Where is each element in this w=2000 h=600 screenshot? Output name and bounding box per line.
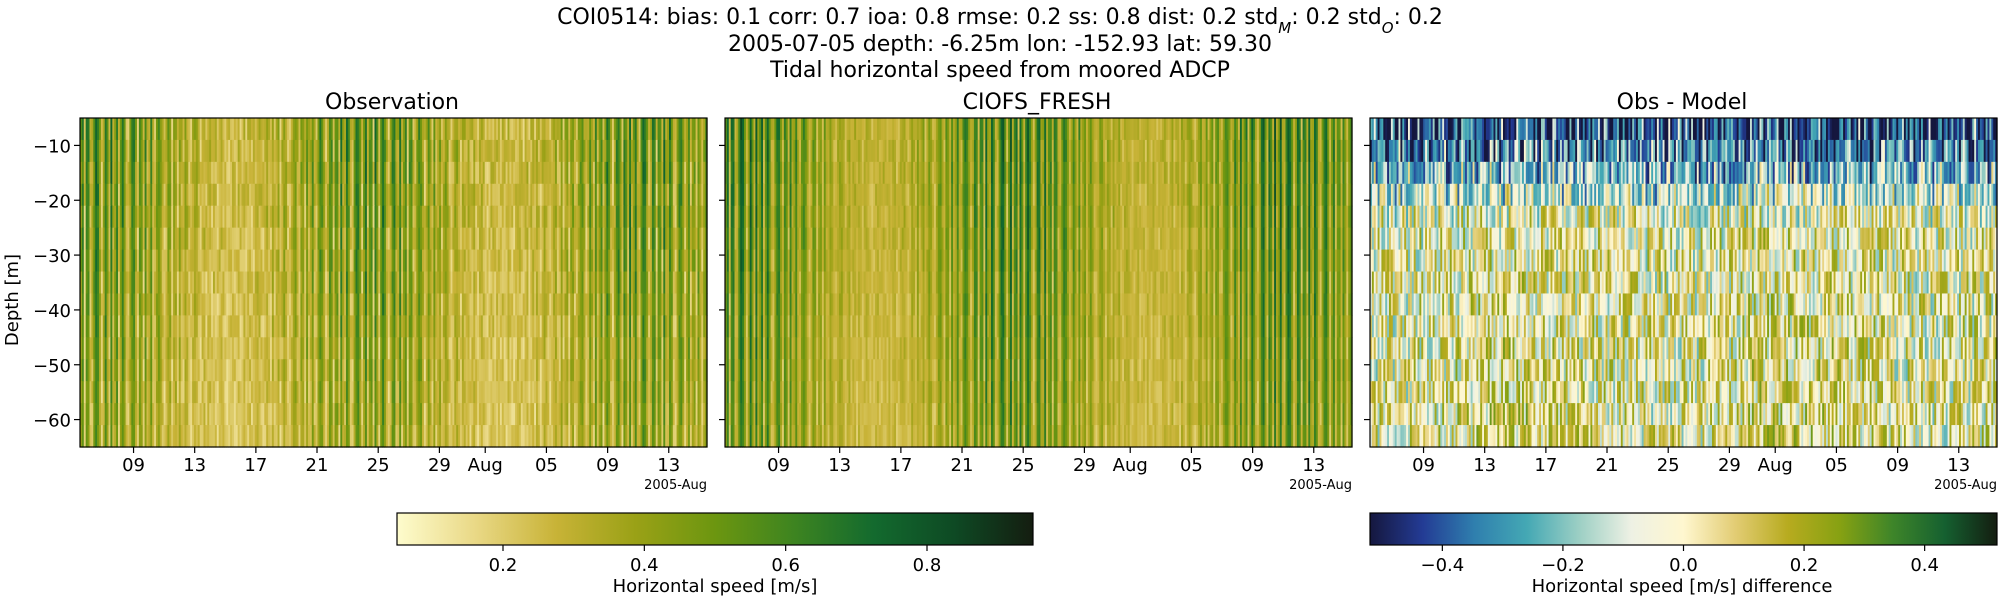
- axes-observation: −10 −20 −30 −40 −50 −60 09 13 17 21 25 29 Aug 05 09 13 2…: [33, 117, 708, 493]
- x-tick-label: 13: [1947, 455, 1970, 476]
- x-tick-label: 17: [889, 455, 912, 476]
- x-tick-label: 05: [535, 455, 558, 476]
- stat-rmse: rmse: [950, 5, 1012, 30]
- stat-ss: ss: [1061, 5, 1091, 30]
- stat-dist: dist: [1141, 5, 1189, 30]
- x-tick-label: 09: [122, 455, 145, 476]
- x-tick-label: Aug: [1758, 455, 1793, 476]
- y-tick-label: −40: [33, 301, 71, 322]
- figure-title-location: 2005-07-05 depth: -6.25m lon: -152.93 la…: [728, 32, 1272, 57]
- x-tick-label: 25: [1012, 455, 1035, 476]
- colorbar-tick-label: 0.2: [1790, 555, 1819, 576]
- colorbar-tick-label: 0.8: [913, 555, 942, 576]
- colorbar-tick-label: −0.2: [1541, 555, 1585, 576]
- colorbar-tick-label: 0.6: [771, 555, 800, 576]
- x-offset-label: 2005-Aug: [1289, 478, 1352, 493]
- colorbar-difference-label: Horizontal speed [m/s] difference: [1532, 576, 1833, 597]
- x-tick-label: 09: [767, 455, 790, 476]
- stat-corr: corr: [761, 5, 812, 30]
- x-tick-label: 17: [244, 455, 267, 476]
- figure-title-description: Tidal horizontal speed from moored ADCP: [769, 58, 1230, 83]
- x-offset-label: 2005-Aug: [1934, 478, 1997, 493]
- colorbar-tick-label: 0.0: [1669, 555, 1698, 576]
- colorbar-gradient: [1369, 512, 1998, 546]
- stat-std-m: std: [1237, 5, 1278, 30]
- axes-frame: [79, 117, 708, 448]
- stat-bias: bias: [667, 5, 712, 30]
- x-tick-label: 13: [828, 455, 851, 476]
- y-tick-label: −20: [33, 191, 71, 212]
- x-tick-label: 25: [367, 455, 390, 476]
- x-tick-label: 05: [1180, 455, 1203, 476]
- x-tick-label: Aug: [1113, 455, 1148, 476]
- panel-model: CIOFS_FRESH 09 13 17 21 25 29 Aug 05 09 13 2005-Au…: [719, 90, 1353, 493]
- colorbar-tick-label: −0.4: [1420, 555, 1464, 576]
- heatmap-model: [725, 118, 1353, 448]
- station-id: COI0514:: [557, 5, 667, 30]
- panel-title-observation: Observation: [325, 90, 459, 115]
- colorbar-tick-label: 0.2: [489, 555, 518, 576]
- x-tick-label: 05: [1825, 455, 1848, 476]
- y-tick-label: −50: [33, 356, 71, 377]
- x-tick-label: 25: [1657, 455, 1680, 476]
- colorbar-speed-label: Horizontal speed [m/s]: [613, 576, 818, 597]
- colorbar-speed: Horizontal speed [m/s] 0.2 0.4 0.6 0.8: [396, 512, 1034, 597]
- panel-title-model: CIOFS_FRESH: [963, 90, 1112, 115]
- colorbar-gradient: [396, 512, 1034, 546]
- axes-frame: [1369, 117, 1998, 448]
- y-tick-label: −30: [33, 246, 71, 267]
- axes-model: 09 13 17 21 25 29 Aug 05 09 13 2005-Aug: [719, 117, 1353, 493]
- x-tick-label: 29: [1718, 455, 1741, 476]
- colorbar-difference: Horizontal speed [m/s] difference −0.4 −0…: [1369, 512, 1998, 597]
- y-tick-label: −10: [33, 136, 71, 157]
- axes-frame: [724, 117, 1353, 448]
- y-tick-label: −60: [33, 411, 71, 432]
- heatmap-difference: [1370, 118, 1998, 448]
- axes-difference: 09 13 17 21 25 29 Aug 05 09 13 2005-Aug: [1364, 117, 1998, 493]
- x-tick-label: 09: [1886, 455, 1909, 476]
- x-tick-label: 09: [596, 455, 619, 476]
- x-tick-label: 13: [1302, 455, 1325, 476]
- x-tick-label: 09: [1412, 455, 1435, 476]
- x-tick-label: 29: [428, 455, 451, 476]
- stat-ioa: ioa: [860, 5, 900, 30]
- x-tick-label: 13: [657, 455, 680, 476]
- heatmap-observation: [80, 118, 708, 448]
- x-tick-label: 17: [1534, 455, 1557, 476]
- colorbar-tick-label: 0.4: [630, 555, 659, 576]
- panel-difference: Obs - Model 09 13 17 21 25 29 Aug 05 09 13 2005-Au…: [1364, 90, 1998, 493]
- panel-title-difference: Obs - Model: [1617, 90, 1748, 115]
- x-tick-label: 21: [1596, 455, 1619, 476]
- colorbar-tick-label: 0.4: [1910, 555, 1939, 576]
- x-offset-label: 2005-Aug: [644, 478, 707, 493]
- x-tick-label: 29: [1073, 455, 1096, 476]
- stat-std-o: std: [1341, 5, 1382, 30]
- x-tick-label: 21: [951, 455, 974, 476]
- y-axis-label: Depth [m]: [2, 254, 23, 346]
- x-tick-label: Aug: [468, 455, 503, 476]
- x-tick-label: 13: [1473, 455, 1496, 476]
- figure-title-stats: COI0514: bias: 0.1 corr: 0.7 ioa: 0.8 rm…: [557, 5, 1443, 37]
- x-tick-label: 13: [183, 455, 206, 476]
- x-tick-label: 21: [306, 455, 329, 476]
- x-tick-label: 09: [1241, 455, 1264, 476]
- panel-observation: Observation Depth [m] −10 −20 −30 −40 −50 −60…: [2, 90, 708, 493]
